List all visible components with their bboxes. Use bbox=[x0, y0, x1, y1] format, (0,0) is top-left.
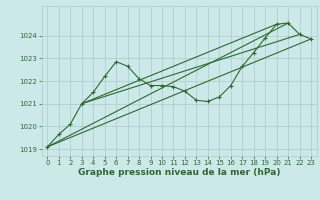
X-axis label: Graphe pression niveau de la mer (hPa): Graphe pression niveau de la mer (hPa) bbox=[78, 168, 280, 177]
